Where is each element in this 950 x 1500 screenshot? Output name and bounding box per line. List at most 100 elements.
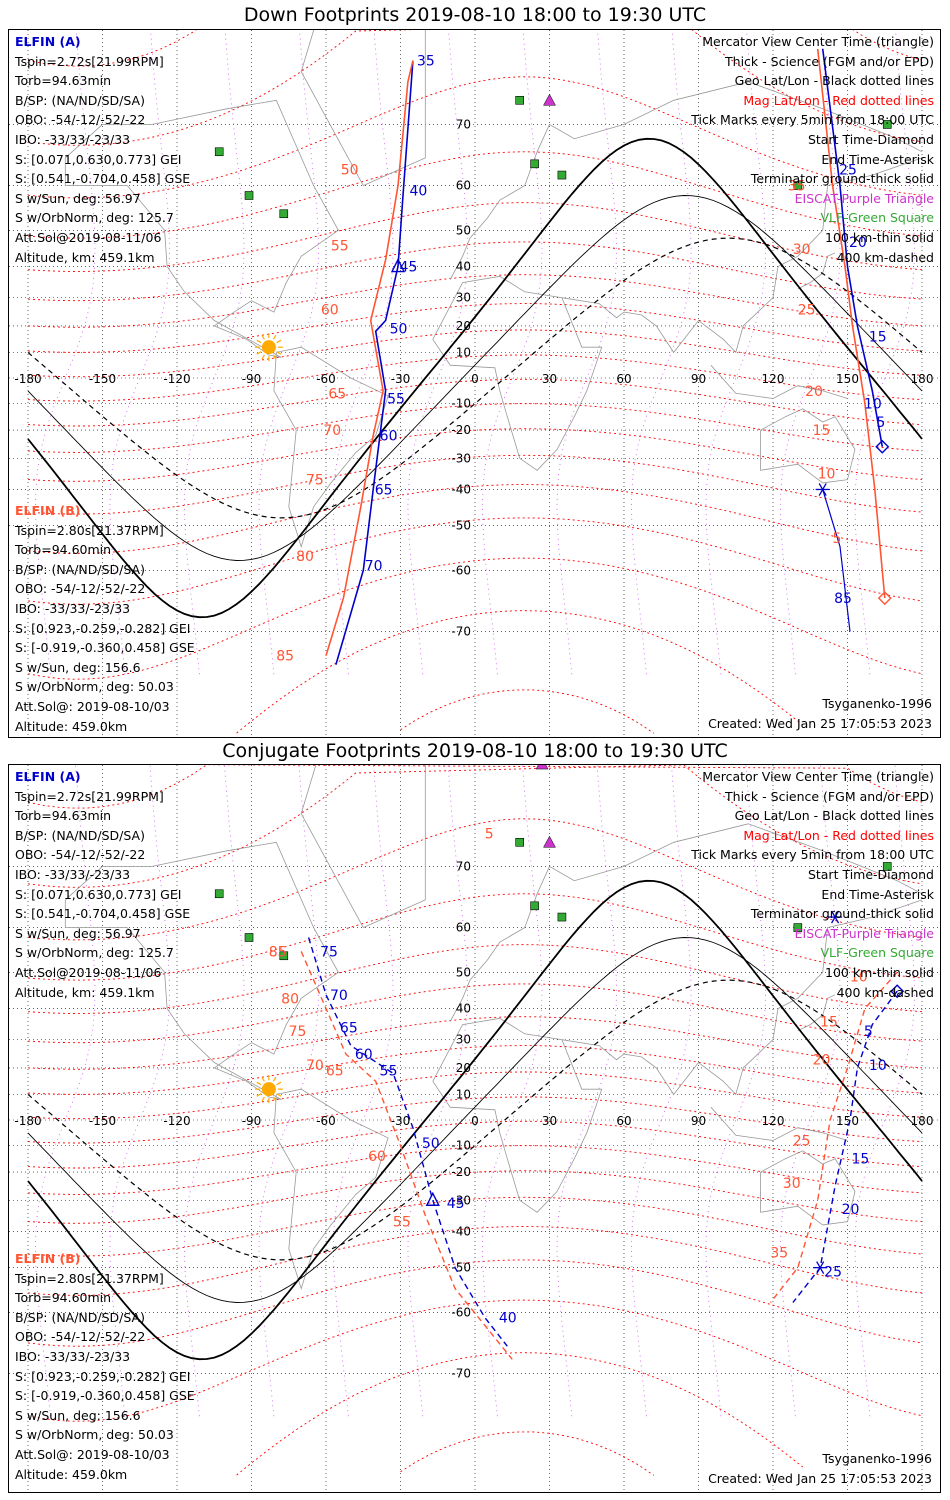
coastline — [449, 81, 923, 280]
lat-tick-label: 60 — [456, 921, 471, 935]
terminator — [27, 137, 923, 619]
vlf-square-icon — [557, 912, 567, 922]
lon-tick-label: 180 — [911, 1114, 934, 1128]
track-b-tick-label: 50 — [341, 163, 359, 179]
info-line: S w/OrbNorm, deg: 50.03 — [15, 679, 174, 695]
track-a-tick-label: 65 — [375, 482, 393, 498]
sun-ray — [261, 1096, 265, 1102]
track-a-tick-label: 35 — [417, 54, 435, 70]
terminator-400km — [27, 979, 923, 1261]
info-line: Torb=94.63min — [15, 73, 112, 89]
mercator-map: -180 -150 -120 -90 -60 -30 0 30 60 90 120 150 180706… — [9, 765, 940, 1492]
mag-meridian — [631, 765, 692, 1417]
lon-tick-label: 30 — [542, 1114, 557, 1128]
mag-parallel — [27, 517, 923, 605]
coastline — [64, 841, 339, 1100]
info-line: OBO: -54/-12/-52/-22 — [15, 847, 146, 863]
lon-tick-label: -180 — [14, 1114, 41, 1128]
legend-item: End Time-Asterisk — [821, 886, 934, 902]
mag-parallel — [27, 1196, 923, 1257]
legend-item: Geo Lat/Lon - Black dotted lines — [734, 73, 934, 89]
legend-item: VLF-Green Square — [820, 945, 934, 961]
info-line: S: [0.541,-0.704,0.458] GSE — [15, 906, 191, 922]
mag-parallel — [27, 329, 923, 378]
info-line: B/SP: (NA/ND/SD/SA) — [15, 92, 145, 108]
vlf-square-icon — [515, 837, 525, 847]
mag-parallel — [27, 428, 923, 482]
start-diamond-icon — [875, 439, 890, 454]
legend-item: Mag Lat/Lon - Red dotted lines — [743, 92, 934, 108]
lat-tick-label: 10 — [456, 1087, 471, 1101]
mag-meridian — [556, 765, 617, 1417]
info-line: ELFIN (B) — [15, 1251, 81, 1266]
markers — [214, 765, 892, 1104]
sun-ray — [256, 339, 262, 344]
mag-meridian — [854, 30, 916, 675]
track-b-tick-label: 85 — [269, 944, 287, 960]
lat-tick-label: 30 — [456, 1033, 471, 1047]
info-line: IBO: -33/33/-23/33 — [15, 866, 131, 882]
track-a-tick-label: 55 — [380, 1064, 398, 1080]
track-b-atlantic — [325, 60, 414, 656]
track-a-tick-label: 25 — [839, 163, 857, 179]
mag-meridian — [481, 30, 543, 675]
legend-item: Terminator ground-thick solid — [750, 171, 934, 187]
coastline — [710, 1106, 848, 1141]
terminator-100km — [27, 195, 923, 561]
asterisk-stroke — [816, 1261, 825, 1275]
vlf-square-icon — [279, 209, 289, 219]
vlf-square-icon — [279, 951, 289, 961]
lat-tick-label: 70 — [456, 117, 471, 131]
mag-parallel — [27, 557, 923, 680]
track-b-pacific — [769, 971, 898, 1303]
info-line: Tspin=2.80s[21.37RPM] — [15, 522, 164, 538]
track-a-tick-label: 5 — [876, 415, 885, 431]
mag-meridian — [854, 765, 916, 1417]
vlf-square-icon — [214, 147, 224, 157]
sun-ray — [276, 1093, 282, 1097]
coastline — [561, 157, 923, 354]
legend-item: End Time-Asterisk — [821, 151, 934, 167]
track-a-tick-label: 85 — [834, 591, 852, 607]
legend-item: Mag Lat/Lon - Red dotted lines — [743, 827, 934, 843]
lat-tick-label: -20 — [451, 1165, 471, 1179]
track-b-tick-label: 30 — [793, 242, 811, 258]
mag-meridian — [109, 765, 170, 1417]
lat-tick-label: -50 — [451, 519, 471, 533]
lat-tick-label: -60 — [451, 563, 471, 577]
legend-item: EISCAT-Purple Triangle — [794, 925, 934, 941]
info-line: B/SP: (NA/ND/SD/SA) — [15, 1309, 145, 1325]
track-a-tick-label: 15 — [869, 330, 887, 346]
mag-parallel — [27, 1045, 923, 1095]
lon-tick-label: -120 — [163, 372, 190, 386]
legend-item: Start Time-Diamond — [807, 131, 934, 147]
eiscat-triangle-icon — [543, 93, 556, 106]
mag-parallel — [27, 1016, 923, 1070]
legend-item: 400 km-dashed — [836, 249, 934, 265]
track-b-tick-label: 35 — [788, 179, 806, 195]
info-line: S: [0.923,-0.259,-0.282] GEI — [15, 620, 191, 636]
panel-title: Down Footprints 2019-08-10 18:00 to 19:3… — [243, 4, 707, 26]
lon-tick-label: 30 — [542, 372, 557, 386]
mag-meridian — [183, 30, 245, 675]
info-line: Altitude: 459.0km — [15, 1466, 128, 1482]
map-panel-conjugate: -180 -150 -120 -90 -60 -30 0 30 60 90 120 150 180 70 6… — [8, 764, 941, 1493]
track-a-tick-label: 10 — [864, 397, 882, 413]
lon-tick-label: 60 — [616, 372, 631, 386]
sun-ray — [256, 351, 262, 355]
track-a-tick-label: 50 — [390, 322, 408, 338]
legend-item: Mercator View Center Time (triangle) — [702, 769, 934, 784]
mag-parallel — [27, 454, 923, 515]
info-line: Torb=94.60min — [15, 1290, 112, 1306]
track-b-tick-label: 60 — [368, 1149, 386, 1165]
track-b-tick-label: 55 — [393, 1215, 411, 1231]
mercator-map: -180 -150 -120 -90 -60 -30 0 30 60 90 120 150 180706… — [9, 30, 940, 737]
mag-meridian — [407, 30, 468, 675]
sun-ray — [272, 334, 277, 340]
mag-parallel — [27, 818, 923, 941]
sun-disc — [261, 340, 276, 355]
sun-ray — [261, 354, 265, 360]
track-b-pacific — [816, 48, 886, 599]
lat-tick-label: -10 — [451, 397, 471, 411]
legend-item: 100 km-thin solid — [825, 229, 934, 245]
